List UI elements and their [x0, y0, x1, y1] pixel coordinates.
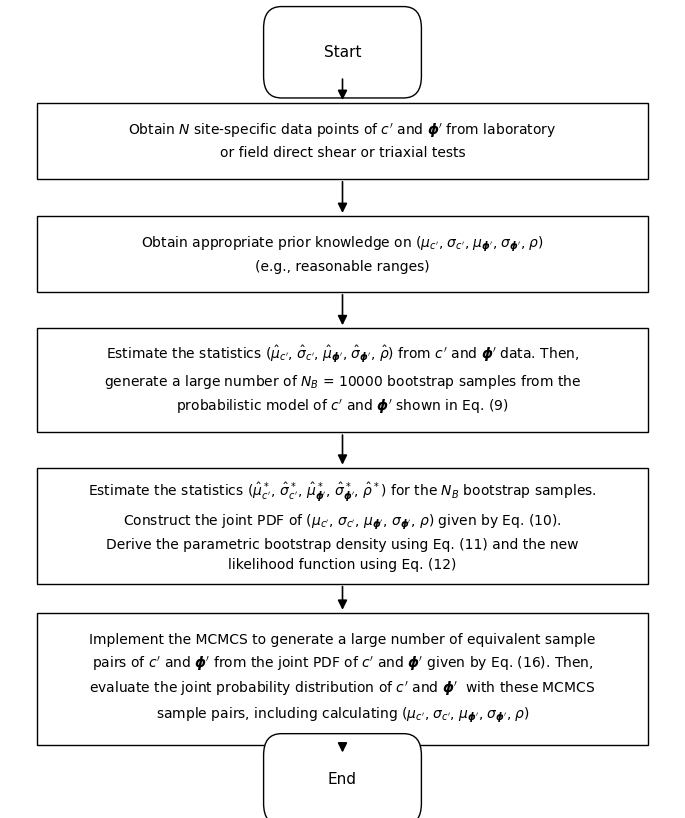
FancyBboxPatch shape: [37, 613, 648, 745]
FancyBboxPatch shape: [37, 103, 648, 179]
Text: Estimate the statistics ($\hat{\mu}_{c'}$, $\hat{\sigma}_{c'}$, $\hat{\mu}_{\bol: Estimate the statistics ($\hat{\mu}_{c'}…: [104, 344, 581, 416]
Text: Estimate the statistics ($\hat{\mu}^*_{c'}$, $\hat{\sigma}^*_{c'}$, $\hat{\mu}^*: Estimate the statistics ($\hat{\mu}^*_{c…: [88, 480, 597, 572]
Text: End: End: [328, 772, 357, 787]
Text: Obtain $N$ site-specific data points of $c'$ and $\boldsymbol{\phi}'$ from labor: Obtain $N$ site-specific data points of …: [128, 122, 557, 160]
FancyBboxPatch shape: [37, 468, 648, 584]
FancyBboxPatch shape: [37, 216, 648, 292]
Text: Obtain appropriate prior knowledge on ($\mu_{c'}$, $\sigma_{c'}$, $\mu_{\boldsym: Obtain appropriate prior knowledge on ($…: [141, 235, 544, 274]
FancyBboxPatch shape: [264, 734, 421, 818]
FancyBboxPatch shape: [264, 7, 421, 98]
FancyBboxPatch shape: [37, 328, 648, 432]
Text: Implement the MCMCS to generate a large number of equivalent sample
pairs of $c': Implement the MCMCS to generate a large …: [89, 633, 596, 725]
Text: Start: Start: [324, 45, 361, 60]
